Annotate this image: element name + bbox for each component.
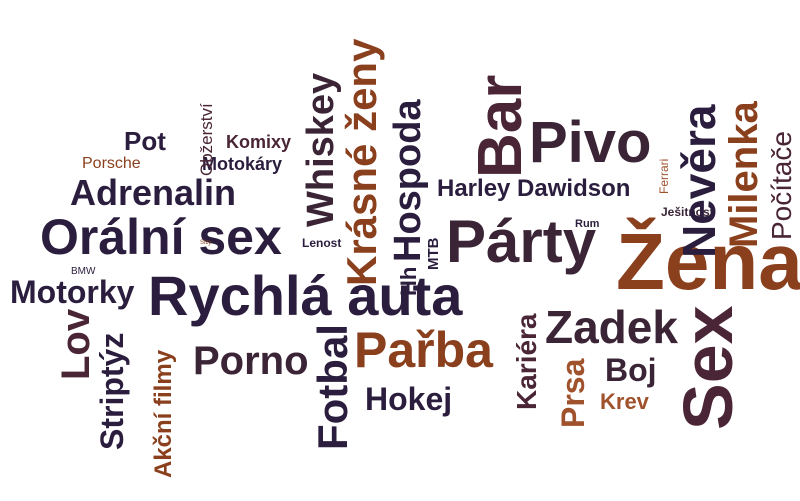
word-rychla-auta: Rychlá auta bbox=[148, 264, 463, 327]
word-striptyz: Striptýz bbox=[94, 332, 130, 450]
word-boj: Boj bbox=[605, 352, 657, 388]
word-fotbal: Fotbal bbox=[309, 324, 356, 450]
word-motorky: Motorky bbox=[10, 274, 135, 310]
word-lenost: Lenost bbox=[302, 236, 342, 250]
word-adrenalin: Adrenalin bbox=[70, 172, 237, 213]
word-pot: Pot bbox=[124, 126, 166, 156]
word-bmw: BMW bbox=[71, 266, 96, 277]
word-komixy: Komixy bbox=[226, 132, 292, 152]
word-nevera: Nevěra bbox=[673, 104, 725, 258]
word-sex: Sex bbox=[669, 305, 747, 430]
word-hospoda: Hospoda bbox=[387, 99, 429, 262]
word-zena: Žena bbox=[616, 217, 800, 306]
word-kariera: Kariéra bbox=[511, 313, 542, 410]
word-hokej: Hokej bbox=[365, 381, 453, 417]
word-mtb: MTB bbox=[425, 237, 442, 271]
word-hh: Hh bbox=[396, 266, 421, 296]
word-whiskey: Whiskey bbox=[300, 72, 342, 227]
word-porno: Porno bbox=[193, 339, 309, 383]
word-party: Párty bbox=[446, 208, 597, 275]
word-ferrari: Ferrari bbox=[657, 158, 671, 194]
word-akcni-filmy: Akční filmy bbox=[150, 349, 177, 478]
word-harley: Harley Dawidson bbox=[437, 175, 631, 202]
word-milenka: Milenka bbox=[722, 101, 766, 248]
word-obzerstvi: Obžerství bbox=[197, 103, 216, 176]
word-parba: Pařba bbox=[354, 322, 493, 378]
word-bar: Bar bbox=[466, 74, 535, 178]
word-motokary: Motokáry bbox=[202, 154, 283, 174]
word-pocitace: Počítače bbox=[766, 131, 797, 240]
word-zadek: Zadek bbox=[545, 301, 678, 353]
word-prsa: Prsa bbox=[555, 358, 591, 428]
word-pivo: Pivo bbox=[529, 110, 652, 175]
word-krev: Krev bbox=[600, 389, 649, 414]
word-lov: Lov bbox=[54, 308, 98, 380]
word-jesitnost: Ješitnost bbox=[661, 205, 714, 219]
word-rum: Rum bbox=[575, 218, 600, 230]
word-krasne-zeny: Krásné ženy bbox=[338, 38, 385, 286]
word-oralni-sex: Orální sex bbox=[40, 209, 282, 265]
word-porsche: Porsche bbox=[82, 155, 141, 172]
word-slzy: Slzy bbox=[200, 240, 212, 246]
